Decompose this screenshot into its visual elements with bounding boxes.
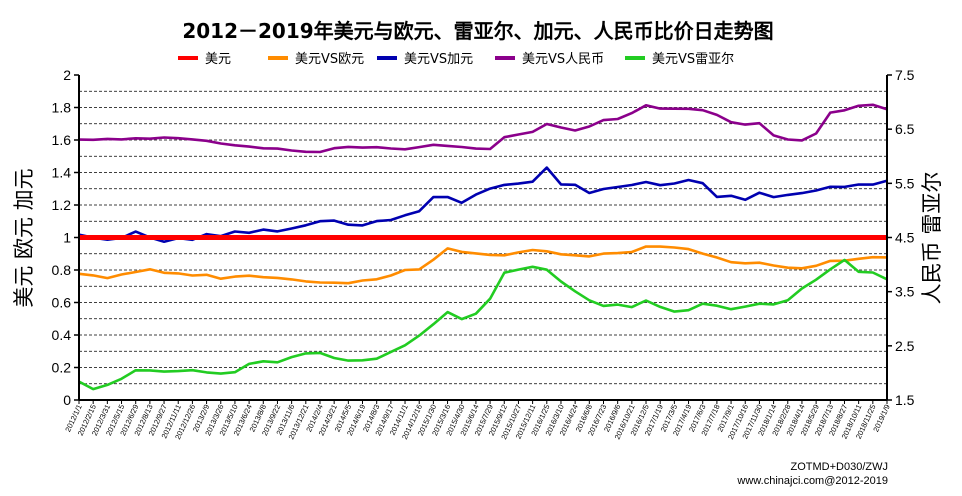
series-layer — [78, 103, 888, 391]
right-tick-label: 4.5 — [895, 230, 915, 246]
left-tick-label: 1.6 — [52, 132, 72, 148]
left-tick-label: 0.6 — [52, 295, 72, 311]
series-line-cny — [78, 103, 888, 154]
series-line-eur — [78, 245, 888, 285]
right-tick-label: 2.5 — [895, 338, 915, 354]
left-tick-label: 0.8 — [52, 262, 72, 278]
left-tick-label: 1.8 — [52, 100, 72, 116]
legend-label: 美元VS雷亚尔 — [652, 52, 734, 67]
right-tick-label: 5.5 — [895, 175, 915, 191]
right-tick-label: 7.5 — [895, 67, 915, 83]
credit-line-2: www.chinajci.com@2012-2019 — [736, 475, 888, 487]
left-axis-title: 美元 欧元 加元 — [12, 168, 36, 307]
left-tick-label: 0.4 — [52, 327, 72, 343]
credit-line-1: ZOTMD+D030/ZWJ — [791, 461, 888, 473]
left-tick-label: 1.4 — [52, 165, 72, 181]
right-tick-label: 1.5 — [895, 392, 915, 408]
left-tick-label: 1 — [63, 230, 71, 246]
legend-label: 美元 — [205, 52, 231, 67]
legend-label: 美元VS人民币 — [522, 52, 604, 67]
left-tick-label: 0.2 — [52, 360, 72, 376]
chart-title: 2012－2019年美元与欧元、雷亚尔、加元、人民币比价日走势图 — [182, 19, 773, 43]
left-tick-label: 0 — [63, 392, 71, 408]
right-tick-label: 6.5 — [895, 121, 915, 137]
right-tick-label: 3.5 — [895, 284, 915, 300]
left-tick-label: 1.2 — [52, 197, 72, 213]
legend: 美元 美元VS欧元 美元VS加元 美元VS人民币 美元VS雷亚尔 — [178, 52, 734, 67]
legend-label: 美元VS欧元 — [295, 52, 364, 67]
right-axis-title: 人民币 雷亚尔 — [920, 172, 944, 305]
axes: 0 0.2 0.4 0.6 0.8 1 1.2 1.4 1.6 1.8 2 1.5 2.5 3.5 4.5 5… — [52, 67, 915, 441]
left-tick-label: 2 — [63, 67, 71, 83]
legend-label: 美元VS加元 — [404, 52, 473, 67]
series-line-brl — [78, 258, 888, 391]
